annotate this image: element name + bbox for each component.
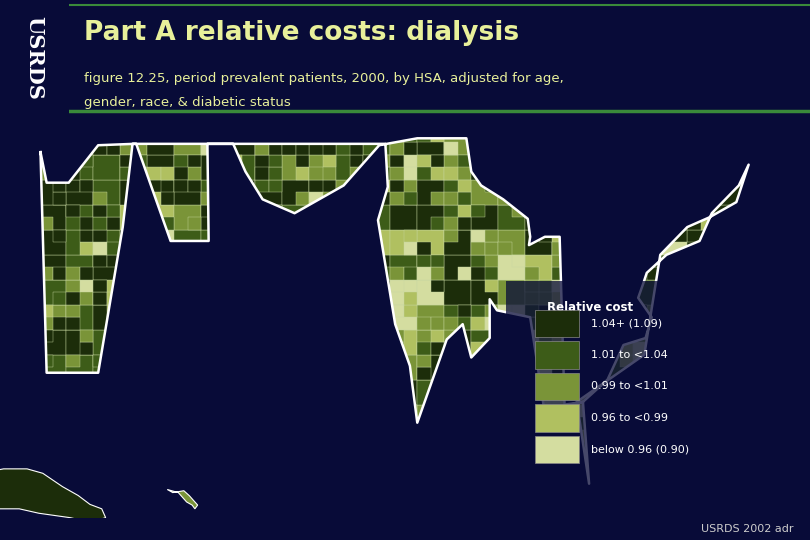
- Text: below 0.96 (0.90): below 0.96 (0.90): [591, 444, 689, 454]
- Text: 1.01 to <1.04: 1.01 to <1.04: [591, 350, 668, 360]
- Polygon shape: [0, 469, 105, 522]
- FancyBboxPatch shape: [535, 341, 579, 369]
- Text: figure 12.25, period prevalent patients, 2000, by HSA, adjusted for age,: figure 12.25, period prevalent patients,…: [83, 72, 564, 85]
- Text: Part A relative costs: dialysis: Part A relative costs: dialysis: [83, 19, 518, 45]
- FancyBboxPatch shape: [535, 310, 579, 338]
- FancyBboxPatch shape: [535, 373, 579, 400]
- Polygon shape: [168, 489, 198, 509]
- FancyBboxPatch shape: [506, 281, 806, 490]
- Text: 0.99 to <1.01: 0.99 to <1.01: [591, 381, 668, 391]
- Text: USRDS: USRDS: [24, 16, 45, 100]
- FancyBboxPatch shape: [535, 404, 579, 431]
- Text: 1.04+ (1.09): 1.04+ (1.09): [591, 319, 663, 329]
- Text: 0.96 to <0.99: 0.96 to <0.99: [591, 413, 668, 423]
- Text: gender, race, & diabetic status: gender, race, & diabetic status: [83, 96, 291, 109]
- Text: USRDS 2002 adr: USRDS 2002 adr: [701, 524, 794, 534]
- Text: Relative cost: Relative cost: [547, 301, 633, 314]
- FancyBboxPatch shape: [535, 436, 579, 463]
